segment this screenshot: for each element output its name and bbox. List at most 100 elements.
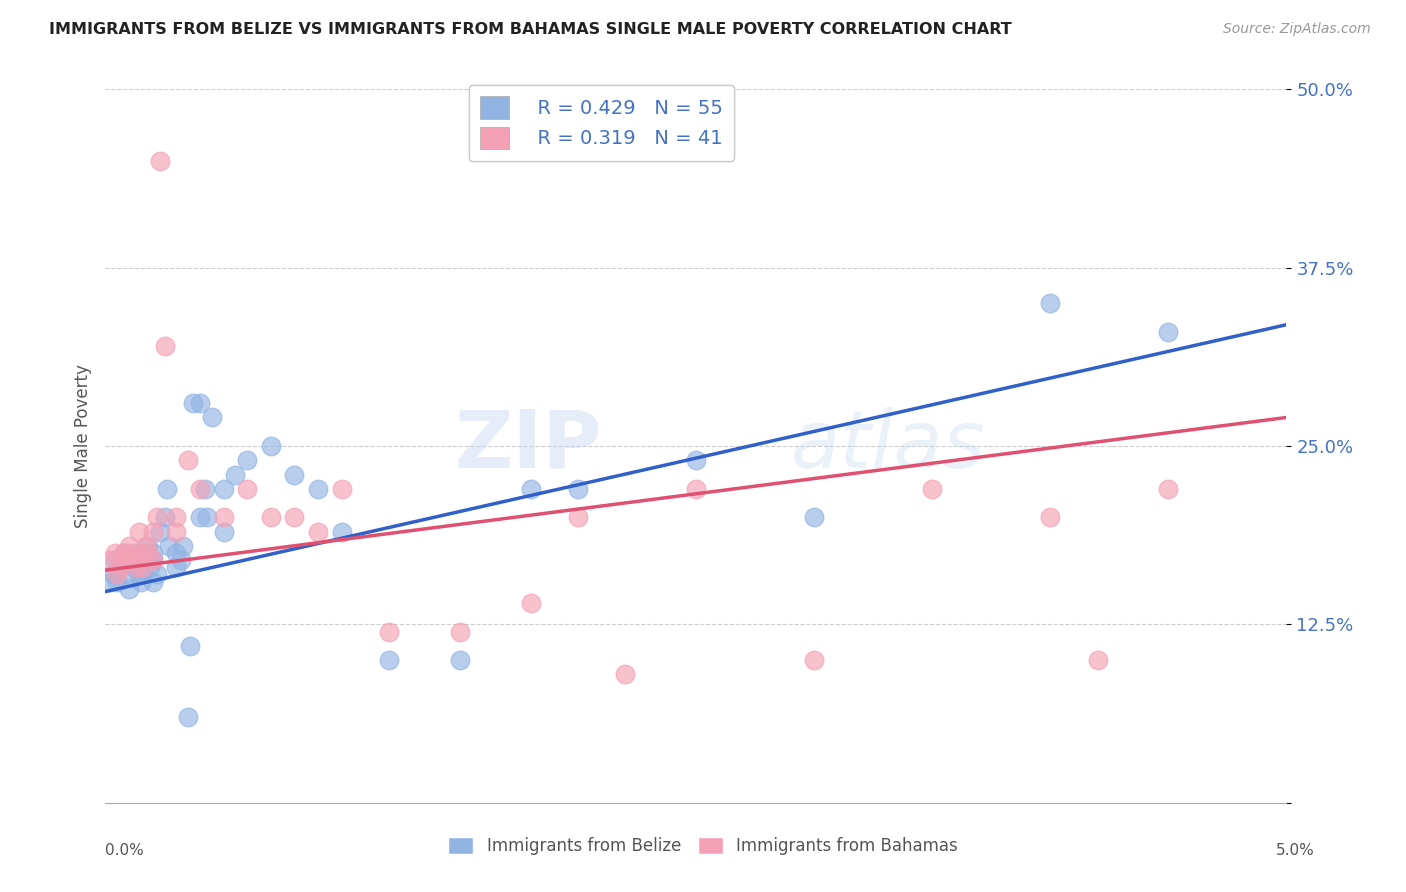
Point [128, 567, 150, 582]
Point [132, 560, 155, 574]
Point [1087, 653, 1109, 667]
Point [519, 482, 541, 496]
Point [519, 596, 541, 610]
Point [129, 574, 152, 589]
Point [149, 153, 172, 168]
Point [135, 546, 157, 560]
Point [170, 553, 193, 567]
Point [614, 667, 637, 681]
Text: Source: ZipAtlas.com: Source: ZipAtlas.com [1223, 22, 1371, 37]
Point [236, 482, 259, 496]
Point [212, 482, 235, 496]
Point [125, 560, 148, 574]
Point [122, 553, 145, 567]
Point [98, 553, 121, 567]
Point [1039, 510, 1062, 524]
Point [125, 553, 148, 567]
Text: 5.0%: 5.0% [1275, 843, 1315, 858]
Point [165, 510, 187, 524]
Point [330, 524, 353, 539]
Point [153, 510, 176, 524]
Point [136, 539, 159, 553]
Point [212, 510, 235, 524]
Point [156, 482, 179, 496]
Point [307, 482, 329, 496]
Point [142, 524, 165, 539]
Point [111, 553, 134, 567]
Legend: Immigrants from Belize, Immigrants from Bahamas: Immigrants from Belize, Immigrants from … [441, 830, 965, 862]
Point [105, 574, 128, 589]
Point [118, 546, 141, 560]
Point [188, 482, 211, 496]
Point [212, 524, 235, 539]
Point [104, 553, 127, 567]
Point [129, 546, 152, 560]
Point [378, 624, 401, 639]
Point [260, 510, 283, 524]
Point [146, 510, 169, 524]
Point [98, 574, 121, 589]
Point [188, 510, 211, 524]
Text: ZIP: ZIP [454, 407, 602, 485]
Point [142, 553, 165, 567]
Point [1039, 296, 1062, 310]
Point [128, 524, 150, 539]
Text: atlas: atlas [790, 407, 986, 485]
Point [153, 339, 176, 353]
Point [122, 560, 145, 574]
Text: 0.0%: 0.0% [105, 843, 145, 858]
Point [165, 546, 187, 560]
Point [188, 396, 211, 410]
Point [1157, 325, 1180, 339]
Point [108, 560, 131, 574]
Point [181, 396, 204, 410]
Point [112, 546, 135, 560]
Point [136, 546, 159, 560]
Point [118, 553, 141, 567]
Point [1157, 482, 1180, 496]
Point [224, 467, 246, 482]
Point [111, 553, 134, 567]
Point [135, 539, 157, 553]
Point [283, 467, 305, 482]
Text: IMMIGRANTS FROM BELIZE VS IMMIGRANTS FROM BAHAMAS SINGLE MALE POVERTY CORRELATIO: IMMIGRANTS FROM BELIZE VS IMMIGRANTS FRO… [49, 22, 1012, 37]
Point [142, 553, 165, 567]
Point [177, 710, 200, 724]
Point [157, 539, 180, 553]
Point [803, 653, 825, 667]
Point [567, 510, 589, 524]
Point [179, 639, 201, 653]
Point [330, 482, 353, 496]
Point [112, 546, 135, 560]
Point [118, 539, 141, 553]
Point [115, 567, 138, 582]
Point [685, 482, 707, 496]
Point [149, 524, 172, 539]
Point [142, 574, 165, 589]
Point [803, 510, 825, 524]
Legend:   R = 0.429   N = 55,   R = 0.319   N = 41: R = 0.429 N = 55, R = 0.319 N = 41 [468, 85, 734, 161]
Point [132, 567, 155, 582]
Y-axis label: Single Male Poverty: Single Male Poverty [73, 364, 91, 528]
Point [125, 546, 148, 560]
Point [307, 524, 329, 539]
Point [921, 482, 943, 496]
Point [101, 567, 124, 582]
Point [283, 510, 305, 524]
Point [378, 653, 401, 667]
Point [567, 482, 589, 496]
Point [236, 453, 259, 467]
Point [165, 524, 187, 539]
Point [449, 653, 471, 667]
Point [177, 453, 200, 467]
Point [139, 560, 162, 574]
Point [260, 439, 283, 453]
Point [146, 567, 169, 582]
Point [172, 539, 194, 553]
Point [685, 453, 707, 467]
Point [201, 410, 224, 425]
Point [195, 510, 218, 524]
Point [118, 582, 141, 596]
Point [165, 560, 187, 574]
Point [194, 482, 217, 496]
